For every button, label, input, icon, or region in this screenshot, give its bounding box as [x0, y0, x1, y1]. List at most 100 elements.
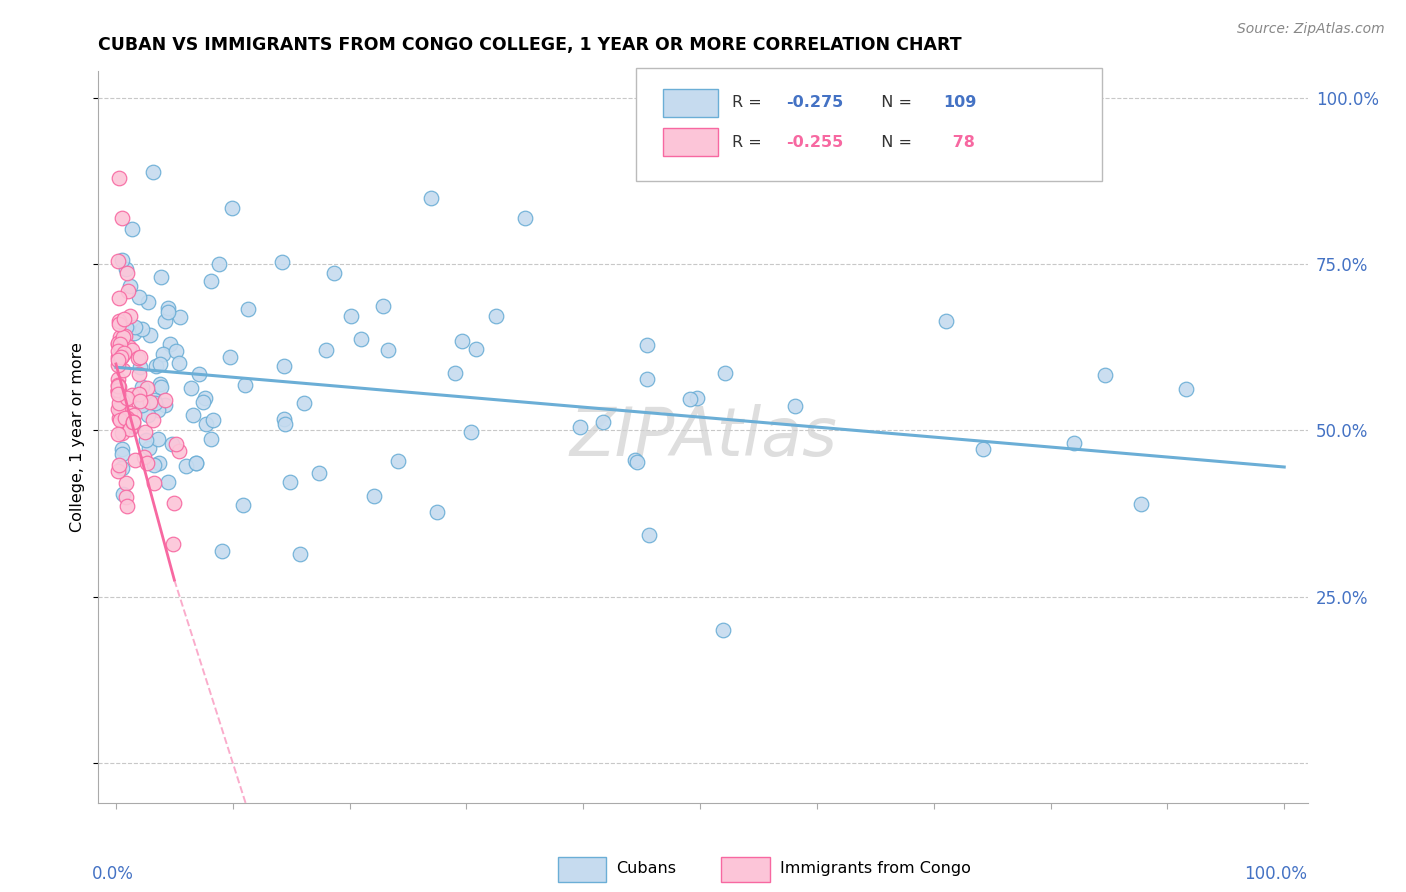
- Point: [118, 340, 141, 354]
- Point: [145, 359, 167, 373]
- Point: [273, 412, 295, 426]
- Point: [323, 266, 346, 280]
- FancyBboxPatch shape: [664, 89, 717, 117]
- Point: [117, 284, 139, 298]
- Point: [108, 405, 131, 419]
- Point: [107, 384, 129, 398]
- Point: [107, 372, 129, 386]
- Point: [107, 384, 129, 399]
- Point: [188, 367, 211, 381]
- Point: [142, 475, 165, 490]
- Point: [107, 358, 129, 372]
- Point: [117, 417, 139, 432]
- Point: [135, 456, 157, 470]
- Point: [377, 343, 399, 357]
- Point: [124, 326, 146, 340]
- Y-axis label: College, 1 year or more: College, 1 year or more: [70, 343, 86, 532]
- FancyBboxPatch shape: [721, 857, 769, 882]
- Text: -0.275: -0.275: [786, 95, 844, 111]
- Point: [485, 310, 508, 324]
- Point: [972, 442, 994, 456]
- Point: [714, 366, 737, 380]
- Point: [111, 447, 134, 461]
- Point: [143, 395, 166, 409]
- Point: [278, 475, 301, 489]
- Point: [142, 458, 165, 473]
- Point: [128, 350, 150, 364]
- Point: [426, 505, 449, 519]
- Point: [107, 458, 129, 472]
- Point: [131, 398, 153, 412]
- Point: [108, 170, 131, 185]
- Point: [315, 343, 337, 357]
- Point: [156, 301, 179, 316]
- Point: [387, 454, 409, 468]
- Point: [110, 413, 132, 427]
- Text: ZIPAtlas: ZIPAtlas: [569, 404, 837, 470]
- Point: [107, 383, 129, 397]
- Point: [122, 415, 145, 429]
- Point: [107, 352, 129, 367]
- Point: [142, 165, 165, 179]
- Point: [444, 367, 467, 381]
- Point: [115, 499, 138, 513]
- Text: CUBAN VS IMMIGRANTS FROM CONGO COLLEGE, 1 YEAR OR MORE CORRELATION CHART: CUBAN VS IMMIGRANTS FROM CONGO COLLEGE, …: [98, 36, 962, 54]
- Point: [118, 309, 141, 323]
- Point: [162, 537, 184, 551]
- Text: Source: ZipAtlas.com: Source: ZipAtlas.com: [1237, 22, 1385, 37]
- Point: [153, 392, 176, 407]
- Point: [128, 289, 150, 303]
- Point: [186, 456, 208, 470]
- Point: [111, 460, 134, 475]
- Point: [110, 350, 132, 364]
- Point: [107, 377, 129, 392]
- Point: [122, 408, 145, 422]
- Point: [112, 346, 135, 360]
- Point: [169, 310, 191, 325]
- Point: [624, 453, 647, 467]
- Point: [107, 401, 129, 416]
- Point: [232, 498, 254, 512]
- Point: [146, 402, 169, 417]
- Point: [1130, 497, 1153, 511]
- Text: Immigrants from Congo: Immigrants from Congo: [780, 861, 972, 876]
- Point: [107, 318, 129, 332]
- Point: [111, 407, 134, 421]
- Point: [211, 544, 233, 558]
- Point: [136, 381, 159, 395]
- Point: [191, 395, 214, 409]
- Point: [221, 201, 243, 215]
- Point: [626, 455, 648, 469]
- Point: [149, 377, 172, 392]
- Point: [107, 411, 129, 425]
- Point: [169, 444, 191, 458]
- Point: [132, 450, 155, 464]
- Point: [148, 357, 170, 371]
- Point: [107, 379, 129, 393]
- Point: [108, 291, 131, 305]
- Point: [108, 336, 131, 351]
- Point: [115, 391, 138, 405]
- Point: [111, 487, 134, 501]
- Point: [165, 437, 187, 451]
- Point: [271, 255, 294, 269]
- Point: [176, 458, 198, 473]
- FancyBboxPatch shape: [664, 128, 717, 156]
- Point: [131, 379, 153, 393]
- Point: [127, 387, 149, 401]
- Point: [114, 411, 136, 425]
- Point: [111, 442, 134, 456]
- Point: [114, 329, 136, 343]
- Point: [138, 408, 160, 422]
- Text: 109: 109: [943, 95, 977, 111]
- Point: [107, 336, 129, 351]
- Point: [112, 363, 135, 377]
- Point: [592, 416, 614, 430]
- Point: [153, 313, 176, 327]
- Point: [115, 261, 138, 276]
- Point: [219, 350, 242, 364]
- Point: [238, 301, 260, 316]
- Point: [138, 395, 160, 409]
- Point: [111, 253, 134, 268]
- Text: R =: R =: [733, 135, 766, 150]
